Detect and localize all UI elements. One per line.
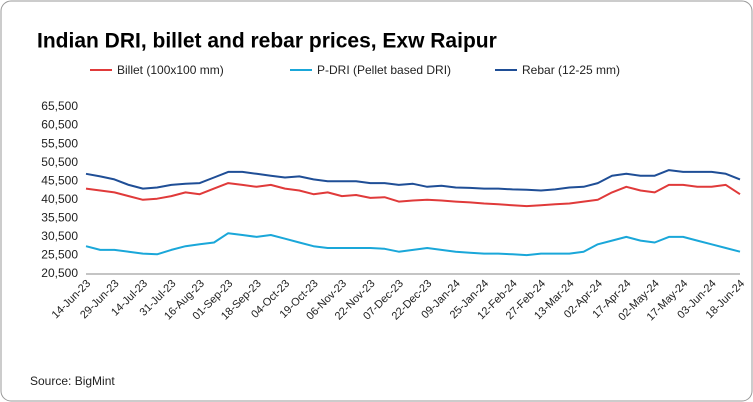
y-tick-label: 60,500 — [41, 118, 78, 132]
y-tick-label: 50,500 — [41, 155, 78, 169]
y-tick-label: 55,500 — [41, 136, 78, 150]
y-tick-label: 35,500 — [41, 211, 78, 225]
y-tick-label: 45,500 — [41, 173, 78, 187]
legend-label: Rebar (12-25 mm) — [522, 63, 620, 77]
legend-label: Billet (100x100 mm) — [117, 63, 224, 77]
source: Source: BigMint — [30, 374, 115, 388]
series-line — [85, 232, 741, 257]
series-line — [85, 169, 741, 192]
legend-label: P-DRI (Pellet based DRI) — [317, 63, 451, 77]
y-tick-label: 20,500 — [41, 266, 78, 280]
chart-title: Indian DRI, billet and rebar prices, Exw… — [37, 30, 497, 53]
series-line — [85, 182, 741, 208]
y-tick-label: 65,500 — [41, 99, 78, 113]
y-tick-label: 40,500 — [41, 192, 78, 206]
y-tick-label: 25,500 — [41, 248, 78, 262]
y-tick-label: 30,500 — [41, 229, 78, 243]
